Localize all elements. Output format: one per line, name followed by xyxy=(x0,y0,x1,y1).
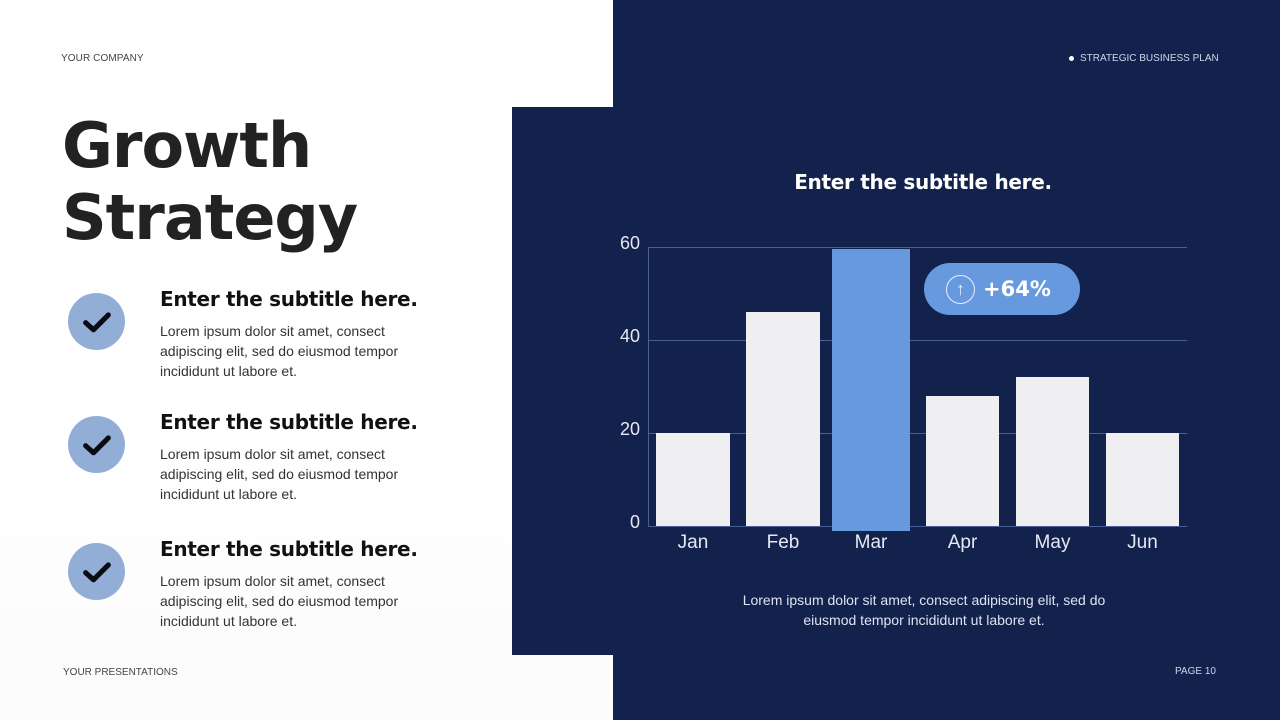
bar-jan xyxy=(656,433,730,526)
growth-badge: ↑ +64% xyxy=(924,263,1080,315)
y-tick-label: 60 xyxy=(619,233,640,253)
y-tick-label: 20 xyxy=(619,419,640,439)
bar-mar xyxy=(832,249,910,531)
feature-body: Lorem ipsum dolor sit amet, consect adip… xyxy=(160,446,399,502)
left-panel-background xyxy=(0,0,613,720)
bar-may xyxy=(1016,377,1089,526)
x-tick-label: Jan xyxy=(677,532,709,553)
gridline xyxy=(648,247,1187,248)
feature-title: Enter the subtitle here. xyxy=(160,287,418,311)
bar-jun xyxy=(1106,433,1179,526)
right-panel-background xyxy=(613,0,1280,720)
feature-body: Lorem ipsum dolor sit amet, consect adip… xyxy=(160,573,399,629)
inset-panel-background xyxy=(512,107,613,655)
x-tick-label: May xyxy=(1034,532,1071,553)
x-tick-label: Mar xyxy=(854,532,888,553)
growth-percentage: +64% xyxy=(983,277,1051,301)
x-tick-label: Feb xyxy=(766,532,800,553)
page-number: PAGE 10 xyxy=(1175,666,1216,677)
company-label: YOUR COMPANY xyxy=(61,53,144,64)
check-icon xyxy=(68,293,125,350)
check-icon xyxy=(68,543,125,600)
x-tick-label: Jun xyxy=(1127,532,1158,553)
tagline-text: STRATEGIC BUSINESS PLAN xyxy=(1080,53,1219,64)
y-axis-line xyxy=(648,247,649,527)
feature-title: Enter the subtitle here. xyxy=(160,537,418,561)
gridline xyxy=(648,433,1187,434)
gridline xyxy=(648,340,1187,341)
chart-caption: Lorem ipsum dolor sit amet, consect adip… xyxy=(742,592,1106,628)
footer-presentations-label: YOUR PRESENTATIONS xyxy=(63,667,178,678)
title-line-2: Strategy xyxy=(62,181,358,254)
y-tick-label: 40 xyxy=(619,326,640,346)
x-tick-label: Apr xyxy=(947,532,978,553)
bullet-dot-icon xyxy=(1069,56,1074,61)
arrow-up-icon: ↑ xyxy=(946,274,975,304)
feature-title: Enter the subtitle here. xyxy=(160,410,418,434)
bar-chart: 0 20 40 60 Jan Feb Mar Apr May Jun xyxy=(600,220,1220,570)
chart-title: Enter the subtitle here. xyxy=(794,170,1052,194)
page-title: Growth Strategy xyxy=(62,109,358,254)
title-line-1: Growth xyxy=(62,109,312,182)
y-tick-label: 0 xyxy=(629,512,640,532)
gridline xyxy=(648,526,1187,527)
bar-feb xyxy=(746,312,820,526)
bar-apr xyxy=(926,395,999,526)
feature-body: Lorem ipsum dolor sit amet, consect adip… xyxy=(160,323,399,379)
check-icon xyxy=(68,416,125,473)
tagline: STRATEGIC BUSINESS PLAN xyxy=(1069,53,1219,64)
